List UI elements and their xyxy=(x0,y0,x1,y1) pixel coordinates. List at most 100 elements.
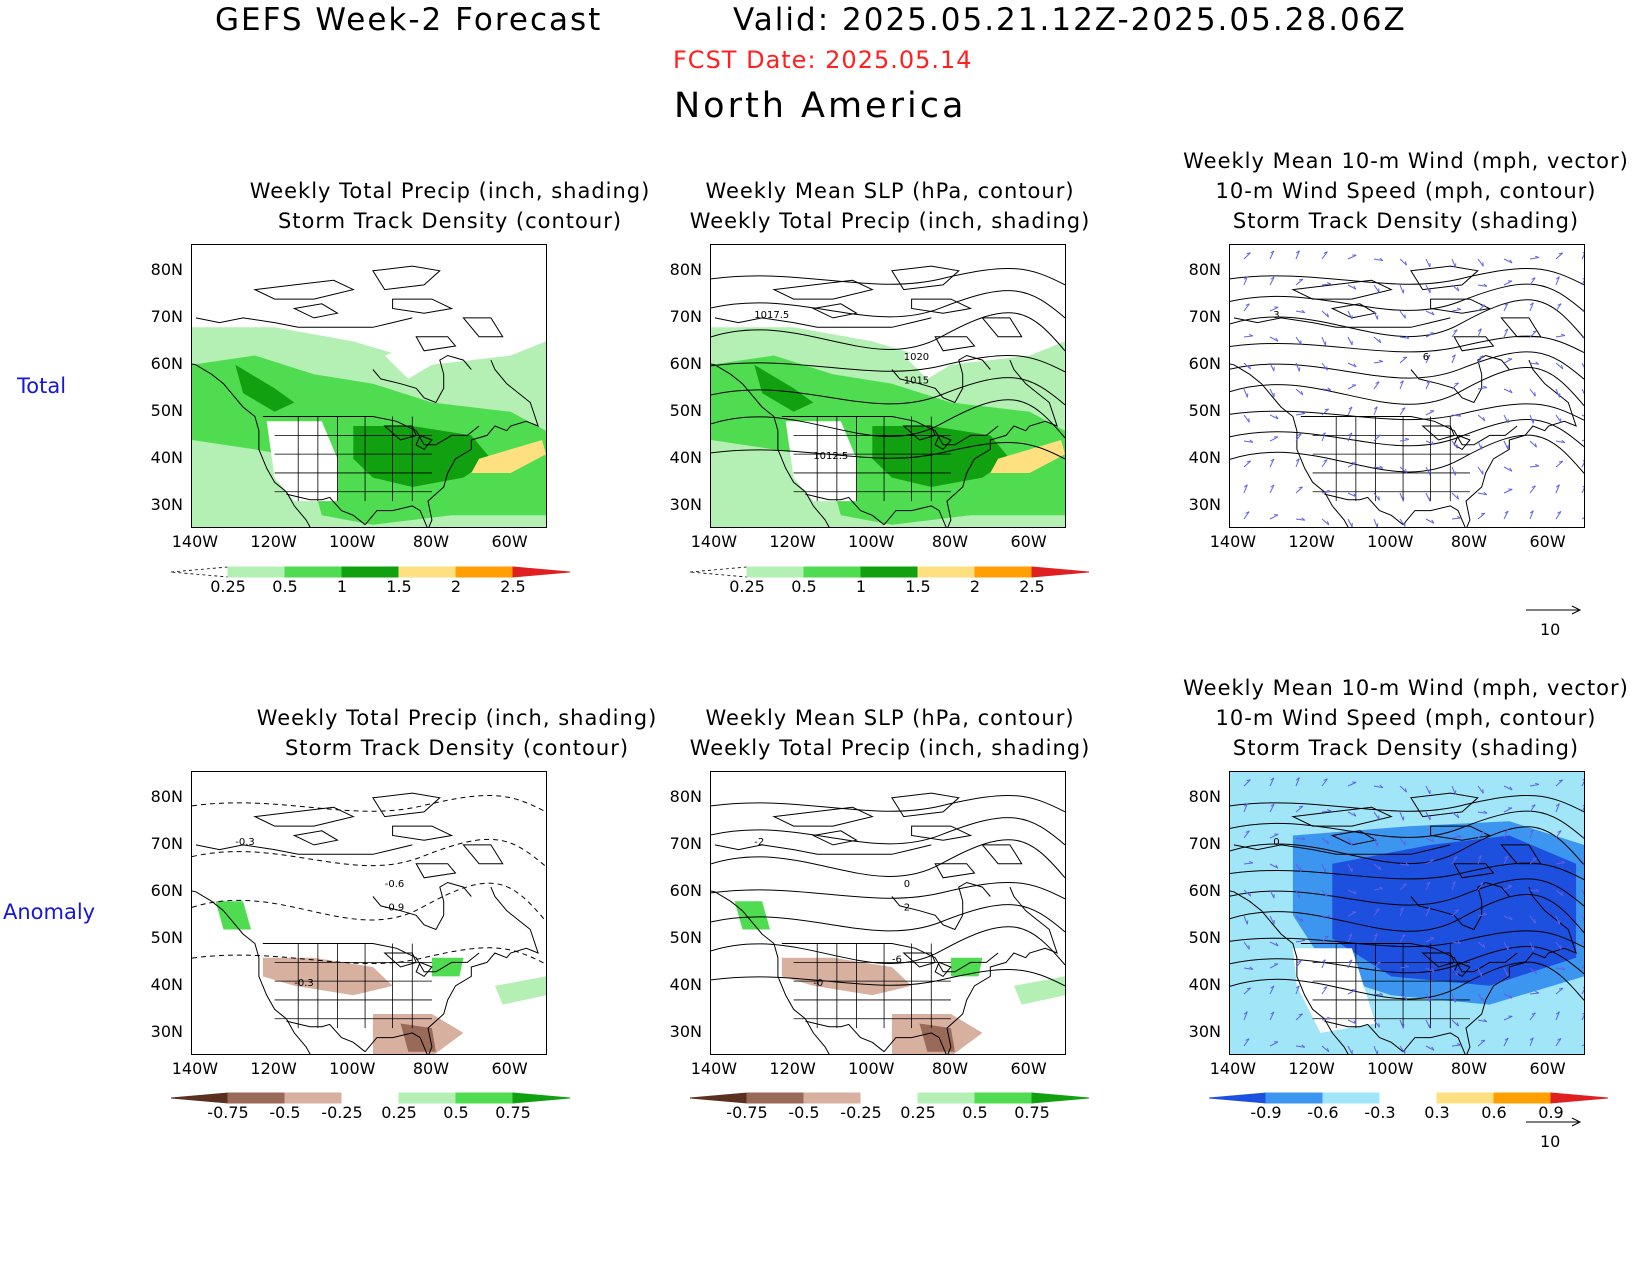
p3-title-line-2: 10-m Wind Speed (mph, contour) xyxy=(1215,179,1597,203)
row-label-total: Total xyxy=(17,374,67,398)
precip-surplus-shading xyxy=(431,957,464,977)
precip-deficit-shading xyxy=(781,957,912,996)
geography-outlines xyxy=(711,265,1058,527)
p2-contour-label: 1017.5 xyxy=(754,310,789,321)
p2-colorbar-segment xyxy=(1031,566,1090,578)
figure-title: GEFS Week-2 Forecast xyxy=(215,2,603,38)
p1-colorbar-label: 0.25 xyxy=(210,577,246,596)
p2-colorbar-label: 1 xyxy=(855,577,867,596)
p2-colorbar-segment xyxy=(746,566,805,578)
p5-contour-label: -6 xyxy=(892,954,902,965)
p4-lon-tick: 120W xyxy=(250,1059,297,1078)
p3-lat-tick: 60N xyxy=(1188,353,1221,373)
p2-colorbar-label: 1.5 xyxy=(905,577,931,596)
state-borders xyxy=(1312,416,1470,502)
p2-colorbar-label: 2 xyxy=(969,577,981,596)
p6-lat-tick: 60N xyxy=(1188,880,1221,900)
p6-lat-tick: 80N xyxy=(1188,786,1221,806)
p4-colorbar-segment xyxy=(512,1092,571,1104)
p6-map-canvas: 0 xyxy=(1230,772,1584,1054)
p3-lat-tick: 40N xyxy=(1188,447,1221,467)
p5-title-line-2: Weekly Total Precip (inch, shading) xyxy=(689,736,1091,760)
p3-map-canvas: 36 xyxy=(1230,250,1584,527)
p2-lat-tick: 50N xyxy=(669,400,702,420)
p2-colorbar-segment xyxy=(974,566,1033,578)
p1-colorbar-segment xyxy=(227,566,286,578)
state-borders xyxy=(1312,943,1470,1029)
p5-lon-tick: 120W xyxy=(769,1059,816,1078)
p2-lon-tick: 120W xyxy=(769,532,816,551)
p2-title-line-1: Weekly Mean SLP (hPa, contour) xyxy=(705,179,1075,203)
p3-contour-label: 6 xyxy=(1423,352,1429,363)
dry-area xyxy=(785,421,857,502)
precip-yellow-shading xyxy=(990,440,1065,473)
p4-map: -0.3 -0.6 -0.9 -0.3 xyxy=(191,771,547,1055)
p6-lon-tick: 120W xyxy=(1288,1059,1335,1078)
p5-lat-tick: 40N xyxy=(669,974,702,994)
p6-colorbar-segment xyxy=(1209,1092,1267,1104)
p2-contour-label: 1020 xyxy=(904,352,929,363)
p4-colorbar-label: 0.5 xyxy=(443,1103,469,1122)
precip-dark-shading-east xyxy=(353,426,491,487)
p1-lat-tick: 80N xyxy=(150,259,183,279)
p6-colorbar-label: 0.3 xyxy=(1424,1103,1450,1122)
p1-colorbar-segment xyxy=(512,566,571,578)
p6-colorbar-segment xyxy=(1493,1092,1552,1104)
p6-lat-tick: 70N xyxy=(1188,833,1221,853)
p4-colorbar-label: 0.25 xyxy=(381,1103,417,1122)
p1-colorbar-segment xyxy=(341,566,400,578)
p3-lat-tick: 30N xyxy=(1188,494,1221,514)
p4-contour-label: -0.3 xyxy=(294,978,314,989)
p4-lat-tick: 80N xyxy=(150,786,183,806)
p1-map-canvas xyxy=(192,265,546,527)
p1-colorbar-label: 2 xyxy=(450,577,462,596)
p2-colorbar-label: 0.25 xyxy=(729,577,765,596)
region-title: North America xyxy=(674,86,967,126)
p2-lon-tick: 140W xyxy=(690,532,738,551)
state-borders xyxy=(274,943,432,1029)
p6-colorbar xyxy=(1209,1092,1609,1104)
p4-lat-tick: 60N xyxy=(150,880,183,900)
p1-colorbar-segment xyxy=(284,566,343,578)
p5-lat-tick: 60N xyxy=(669,880,702,900)
p1-colorbar-label: 0.5 xyxy=(272,577,298,596)
wind-anom-neutral xyxy=(1292,948,1376,1033)
precip-surplus-atlantic xyxy=(1013,976,1065,1005)
p6-colorbar-label: -0.3 xyxy=(1364,1103,1396,1122)
p6-colorbar-segment xyxy=(1379,1092,1438,1104)
p4-lon-tick: 140W xyxy=(171,1059,219,1078)
p5-lat-tick: 80N xyxy=(669,786,702,806)
p4-colorbar-segment xyxy=(227,1092,286,1104)
precip-deficit-dark xyxy=(919,1023,955,1052)
p5-colorbar-segment xyxy=(917,1092,976,1104)
p5-contour-label: -2 xyxy=(754,837,764,848)
p4-contour-label: -0.6 xyxy=(385,879,405,890)
p1-colorbar-label: 1 xyxy=(336,577,348,596)
p5-contour-label: 0 xyxy=(904,879,910,890)
p4-lon-tick: 60W xyxy=(491,1059,528,1078)
p2-colorbar xyxy=(690,566,1090,578)
p1-title-line-2: Storm Track Density (contour) xyxy=(277,209,623,233)
p6-colorbar-segment xyxy=(1265,1092,1324,1104)
p2-lat-tick: 40N xyxy=(669,447,702,467)
p4-lat-tick: 50N xyxy=(150,927,183,947)
p4-colorbar-segment xyxy=(284,1092,343,1104)
p6-vector-reference-arrow xyxy=(1526,1117,1582,1127)
p1-colorbar-label: 1.5 xyxy=(386,577,412,596)
p1-lat-tick: 50N xyxy=(150,400,183,420)
p5-colorbar-segment xyxy=(860,1092,919,1104)
p2-contour-label: 1015 xyxy=(904,376,929,387)
p3-title-line-1: Weekly Mean 10-m Wind (mph, vector) xyxy=(1183,149,1629,173)
precip-surplus-west xyxy=(215,901,251,930)
p3-vector-reference-arrow xyxy=(1526,605,1582,615)
p2-map-canvas: 1017.5 1020 1015 1012.5 xyxy=(711,265,1065,527)
p5-colorbar-segment xyxy=(690,1092,748,1104)
p6-lat-tick: 40N xyxy=(1188,974,1221,994)
p3-lat-tick: 50N xyxy=(1188,400,1221,420)
precip-dark-shading xyxy=(235,364,295,412)
p5-lon-tick: 80W xyxy=(931,1059,969,1078)
p2-lon-tick: 100W xyxy=(848,532,895,551)
dry-area-hudson xyxy=(903,346,951,379)
wind-vectors xyxy=(1243,777,1584,1054)
